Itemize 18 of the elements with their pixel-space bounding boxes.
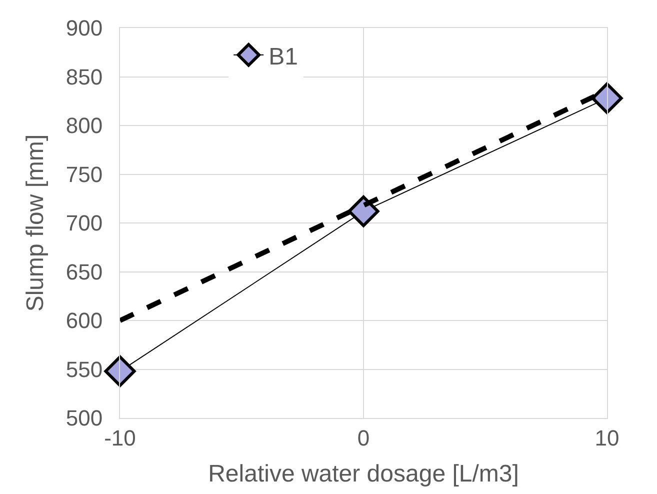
x-tick-label: 10 [594,425,620,450]
y-tick-label: 750 [66,162,103,187]
x-tick-label: -10 [104,425,136,450]
y-tick-label: 850 [66,64,103,90]
y-tick-label: 500 [66,406,103,431]
point [348,196,380,228]
y-tick-label: 800 [66,113,103,138]
y-tick-label: 700 [66,210,103,236]
legend-label: B1 [268,43,298,70]
y-tick-label: 550 [66,356,103,382]
x-axis-title: Relative water dosage [L/m3] [208,460,519,488]
y-axis-title: Slump flow [mm] [22,134,49,312]
point [591,82,623,114]
y-tick-label: 650 [66,259,103,284]
point [104,355,136,387]
y-tick-label: 600 [66,308,103,334]
x-tick-label: 0 [357,425,370,450]
y-tick-label: 900 [66,16,103,41]
